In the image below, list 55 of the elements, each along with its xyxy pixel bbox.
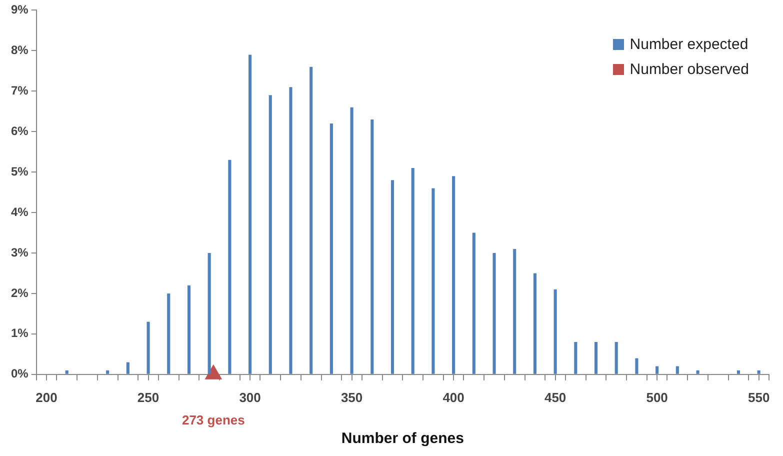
- x-tick-label: 450: [544, 390, 566, 405]
- x-tick-label: 300: [239, 390, 261, 405]
- bar: [472, 232, 476, 374]
- bar: [248, 54, 252, 374]
- y-tick-label: 6%: [11, 124, 29, 138]
- bar: [228, 160, 232, 374]
- bar: [208, 253, 211, 374]
- bar: [574, 342, 578, 374]
- x-axis-title: Number of genes: [341, 430, 464, 448]
- y-tick-label: 3%: [11, 245, 29, 260]
- x-tick-label: 500: [646, 390, 668, 405]
- bar: [411, 168, 414, 374]
- bar: [736, 370, 740, 374]
- bar: [635, 358, 638, 374]
- y-tick-label: 9%: [11, 2, 29, 17]
- bar: [757, 370, 760, 374]
- bar: [126, 362, 130, 374]
- x-tick-label: 350: [340, 390, 363, 405]
- bar: [676, 366, 679, 374]
- x-tick-label: 550: [748, 390, 770, 405]
- bar: [696, 370, 700, 374]
- bar: [452, 176, 456, 374]
- y-tick-label: 5%: [11, 164, 29, 178]
- bar: [268, 95, 272, 374]
- bar: [187, 285, 191, 374]
- x-tick-label: 250: [137, 390, 160, 405]
- y-tick-label: 2%: [11, 286, 29, 300]
- bar: [106, 370, 110, 374]
- bar: [146, 322, 150, 374]
- bar: [370, 119, 374, 374]
- legend-label: Number expected: [630, 36, 748, 54]
- x-tick-label: 200: [36, 390, 58, 405]
- bar: [533, 273, 536, 374]
- legend-label: Number observed: [630, 61, 749, 78]
- bar: [513, 248, 516, 374]
- y-tick-label: 7%: [11, 83, 29, 98]
- x-tick-label: 400: [442, 390, 464, 405]
- bar: [310, 66, 313, 374]
- y-tick-label: 4%: [11, 204, 29, 219]
- bar: [65, 370, 68, 374]
- bar: [554, 289, 557, 374]
- bar: [594, 342, 598, 374]
- bar: [167, 293, 170, 374]
- y-tick-label: 0%: [11, 366, 29, 381]
- bar: [330, 124, 333, 374]
- bar: [390, 180, 394, 374]
- y-tick-label: 8%: [11, 42, 29, 57]
- bar: [656, 366, 659, 374]
- bar: [350, 107, 354, 374]
- bar: [289, 87, 292, 374]
- bar: [432, 188, 435, 374]
- bar: [492, 253, 496, 374]
- y-tick-label: 1%: [11, 326, 29, 340]
- annotation: 273 genes: [182, 412, 245, 428]
- bar: [614, 342, 618, 374]
